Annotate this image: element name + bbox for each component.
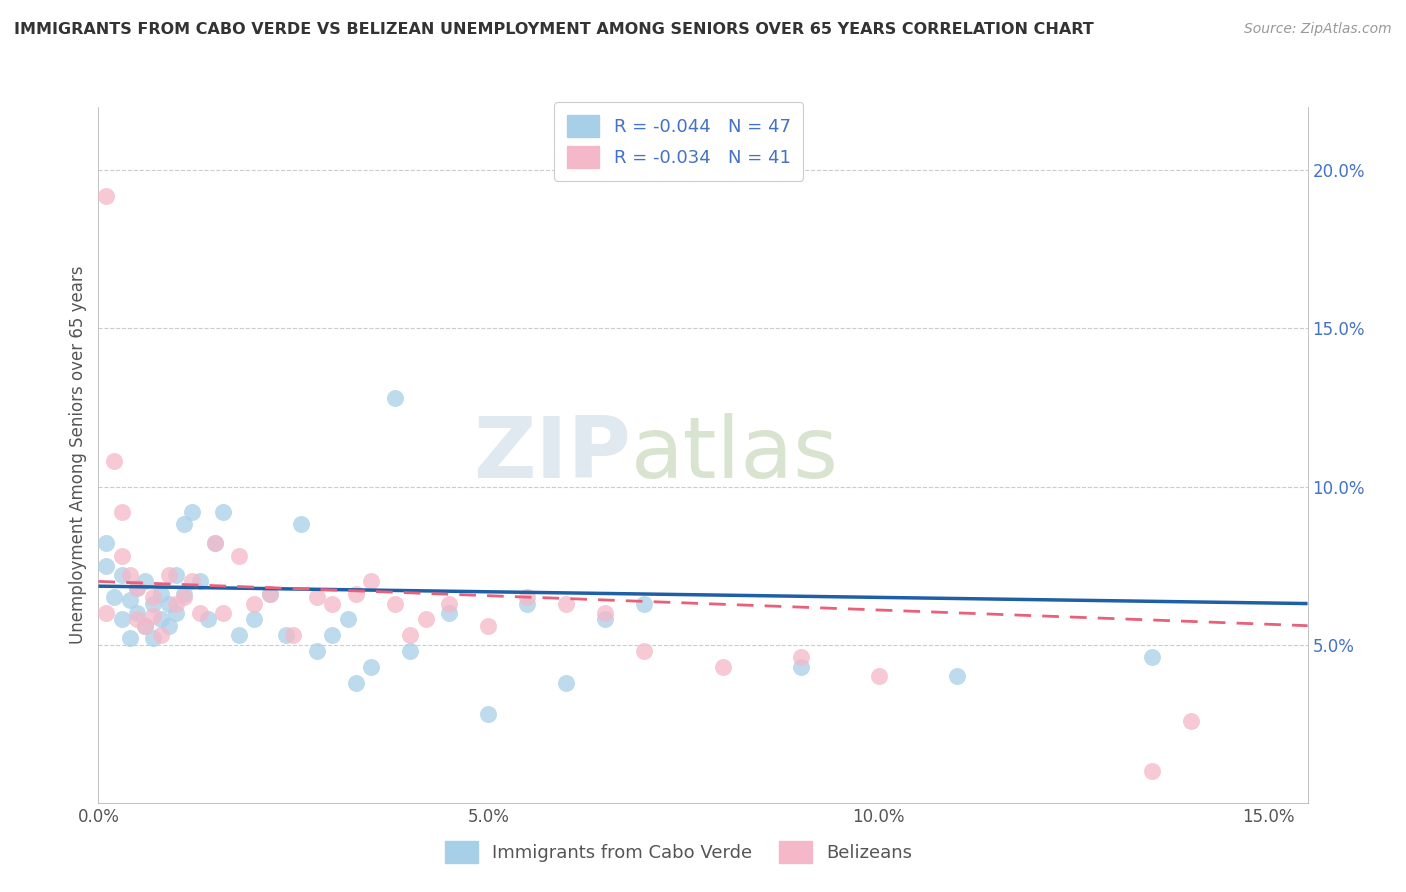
Point: [127, 581, 149, 595]
Point: [868, 669, 890, 683]
Text: Source: ZipAtlas.com: Source: ZipAtlas.com: [1244, 22, 1392, 37]
Point: [1180, 714, 1202, 728]
Point: [516, 597, 538, 611]
Point: [165, 568, 187, 582]
Point: [228, 549, 250, 563]
Point: [305, 591, 328, 605]
Point: [173, 517, 195, 532]
Point: [134, 574, 156, 589]
Point: [111, 549, 134, 563]
Point: [188, 606, 211, 620]
Point: [1140, 650, 1163, 665]
Point: [96, 536, 118, 550]
Point: [149, 628, 172, 642]
Point: [477, 618, 499, 632]
Point: [1140, 764, 1163, 779]
Point: [103, 454, 125, 468]
Point: [204, 536, 226, 550]
Point: [555, 597, 578, 611]
Text: IMMIGRANTS FROM CABO VERDE VS BELIZEAN UNEMPLOYMENT AMONG SENIORS OVER 65 YEARS : IMMIGRANTS FROM CABO VERDE VS BELIZEAN U…: [14, 22, 1094, 37]
Point: [212, 505, 235, 519]
Point: [127, 612, 149, 626]
Point: [555, 675, 578, 690]
Point: [243, 597, 266, 611]
Point: [157, 618, 180, 632]
Point: [134, 618, 156, 632]
Point: [337, 612, 360, 626]
Point: [157, 597, 180, 611]
Text: ZIP: ZIP: [472, 413, 630, 497]
Point: [789, 660, 811, 674]
Point: [595, 606, 617, 620]
Point: [96, 188, 118, 202]
Point: [165, 606, 187, 620]
Point: [142, 632, 165, 646]
Point: [384, 597, 406, 611]
Point: [228, 628, 250, 642]
Point: [477, 707, 499, 722]
Point: [96, 558, 118, 573]
Point: [157, 568, 180, 582]
Point: [188, 574, 211, 589]
Point: [127, 581, 149, 595]
Point: [384, 391, 406, 405]
Point: [305, 644, 328, 658]
Point: [399, 644, 422, 658]
Point: [259, 587, 281, 601]
Point: [149, 587, 172, 601]
Point: [111, 612, 134, 626]
Point: [181, 574, 204, 589]
Point: [118, 632, 141, 646]
Point: [595, 612, 617, 626]
Point: [399, 628, 422, 642]
Point: [789, 650, 811, 665]
Point: [344, 675, 367, 690]
Point: [290, 517, 312, 532]
Point: [274, 628, 297, 642]
Point: [321, 628, 343, 642]
Point: [118, 568, 141, 582]
Text: atlas: atlas: [630, 413, 838, 497]
Y-axis label: Unemployment Among Seniors over 65 years: Unemployment Among Seniors over 65 years: [69, 266, 87, 644]
Point: [243, 612, 266, 626]
Point: [127, 606, 149, 620]
Point: [633, 597, 655, 611]
Point: [259, 587, 281, 601]
Point: [173, 591, 195, 605]
Point: [142, 591, 165, 605]
Point: [344, 587, 367, 601]
Point: [439, 597, 461, 611]
Point: [173, 587, 195, 601]
Point: [149, 612, 172, 626]
Point: [516, 591, 538, 605]
Point: [197, 612, 219, 626]
Point: [118, 593, 141, 607]
Point: [415, 612, 437, 626]
Point: [945, 669, 967, 683]
Point: [181, 505, 204, 519]
Point: [360, 574, 382, 589]
Point: [283, 628, 305, 642]
Point: [204, 536, 226, 550]
Point: [111, 568, 134, 582]
Point: [439, 606, 461, 620]
Legend: Immigrants from Cabo Verde, Belizeans: Immigrants from Cabo Verde, Belizeans: [434, 830, 924, 874]
Point: [711, 660, 734, 674]
Point: [165, 597, 187, 611]
Point: [321, 597, 343, 611]
Point: [96, 606, 118, 620]
Point: [103, 591, 125, 605]
Point: [134, 618, 156, 632]
Point: [142, 609, 165, 624]
Point: [111, 505, 134, 519]
Point: [142, 597, 165, 611]
Point: [212, 606, 235, 620]
Point: [633, 644, 655, 658]
Point: [360, 660, 382, 674]
